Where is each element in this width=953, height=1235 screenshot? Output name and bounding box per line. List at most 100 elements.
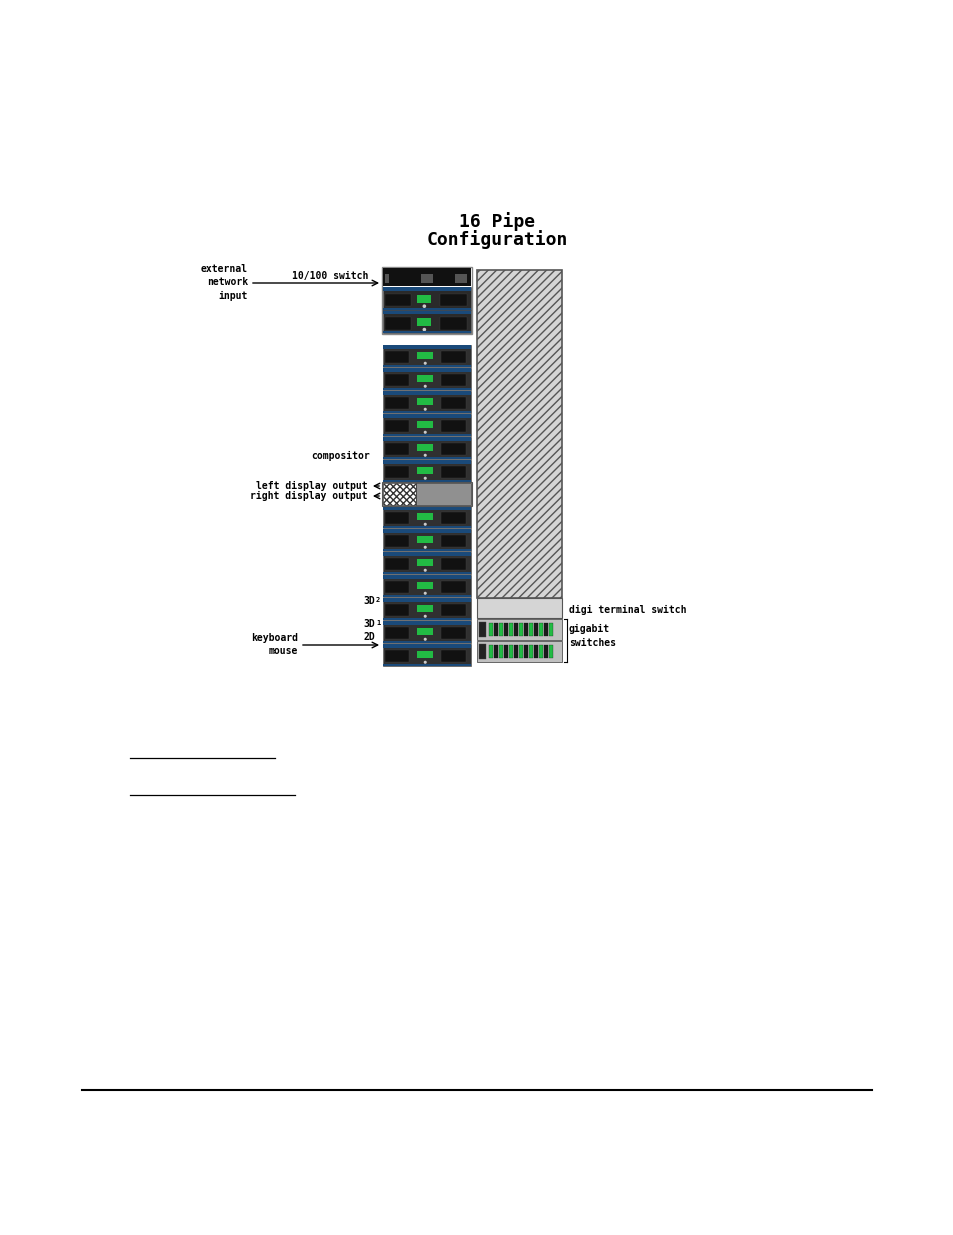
Circle shape: [423, 408, 426, 411]
Bar: [382, 598, 471, 620]
Circle shape: [423, 592, 426, 595]
Bar: [439, 294, 466, 306]
Bar: [382, 621, 471, 643]
Bar: [382, 576, 471, 597]
Bar: [382, 391, 471, 395]
Bar: [440, 513, 465, 524]
Circle shape: [423, 615, 426, 618]
Circle shape: [423, 522, 426, 526]
Bar: [382, 550, 471, 551]
Bar: [385, 604, 408, 616]
Text: gigabit: gigabit: [568, 624, 610, 634]
Bar: [538, 624, 542, 636]
Bar: [498, 624, 502, 636]
Bar: [498, 645, 502, 658]
Bar: [385, 374, 408, 387]
Bar: [382, 414, 471, 436]
Bar: [382, 435, 471, 436]
Bar: [382, 619, 471, 620]
Text: keyboard: keyboard: [251, 634, 297, 643]
Bar: [455, 274, 467, 283]
Bar: [382, 595, 471, 597]
Bar: [548, 624, 553, 636]
Text: network: network: [207, 277, 248, 287]
Bar: [529, 624, 533, 636]
Circle shape: [423, 431, 426, 433]
Bar: [381, 267, 472, 333]
Text: 2D: 2D: [363, 632, 375, 642]
Bar: [416, 399, 433, 405]
Bar: [416, 445, 433, 451]
Bar: [382, 483, 416, 505]
Bar: [518, 624, 522, 636]
Bar: [385, 513, 408, 524]
Bar: [385, 274, 389, 283]
Text: right display output: right display output: [251, 492, 368, 501]
Bar: [382, 459, 471, 482]
Bar: [385, 420, 408, 432]
Bar: [476, 598, 561, 618]
Bar: [382, 664, 471, 666]
Bar: [385, 351, 408, 363]
Bar: [440, 351, 465, 363]
Bar: [416, 536, 433, 542]
Bar: [440, 604, 465, 616]
Bar: [381, 482, 472, 506]
Bar: [385, 294, 411, 306]
Bar: [416, 483, 471, 505]
Bar: [439, 317, 466, 330]
Bar: [514, 645, 517, 658]
Bar: [420, 274, 433, 283]
Bar: [382, 552, 471, 556]
Bar: [382, 388, 471, 390]
Bar: [476, 619, 561, 640]
Bar: [523, 624, 527, 636]
Circle shape: [423, 362, 426, 364]
Bar: [382, 414, 471, 417]
Bar: [385, 535, 408, 547]
Circle shape: [422, 304, 426, 308]
Bar: [440, 374, 465, 387]
Bar: [382, 621, 471, 625]
Text: left display output: left display output: [256, 480, 368, 492]
Bar: [382, 345, 471, 350]
Bar: [416, 352, 433, 358]
Text: 2: 2: [375, 597, 380, 603]
Text: 10/100 switch: 10/100 switch: [292, 270, 368, 282]
Bar: [382, 437, 471, 441]
Bar: [416, 652, 433, 658]
Text: input: input: [218, 291, 248, 301]
Text: 16 Pipe: 16 Pipe: [458, 212, 535, 231]
Bar: [382, 268, 471, 287]
Bar: [509, 645, 513, 658]
Bar: [382, 437, 471, 459]
Bar: [518, 645, 522, 658]
Text: switches: switches: [568, 638, 616, 648]
Bar: [382, 643, 471, 666]
Circle shape: [422, 327, 426, 331]
Bar: [440, 466, 465, 478]
Bar: [440, 420, 465, 432]
Bar: [416, 375, 433, 382]
Circle shape: [423, 661, 426, 663]
Bar: [534, 624, 537, 636]
Bar: [385, 466, 408, 478]
Bar: [476, 641, 561, 662]
Bar: [382, 310, 471, 333]
Bar: [385, 580, 408, 593]
Bar: [382, 526, 471, 529]
Bar: [440, 443, 465, 454]
Bar: [382, 529, 471, 534]
Bar: [440, 627, 465, 638]
Bar: [416, 629, 433, 635]
Bar: [416, 605, 433, 611]
Bar: [543, 645, 547, 658]
Bar: [514, 624, 517, 636]
Bar: [382, 331, 471, 333]
Bar: [440, 558, 465, 571]
Bar: [416, 559, 433, 566]
Bar: [385, 627, 408, 638]
Bar: [382, 529, 471, 551]
Bar: [382, 576, 471, 579]
Bar: [534, 645, 537, 658]
